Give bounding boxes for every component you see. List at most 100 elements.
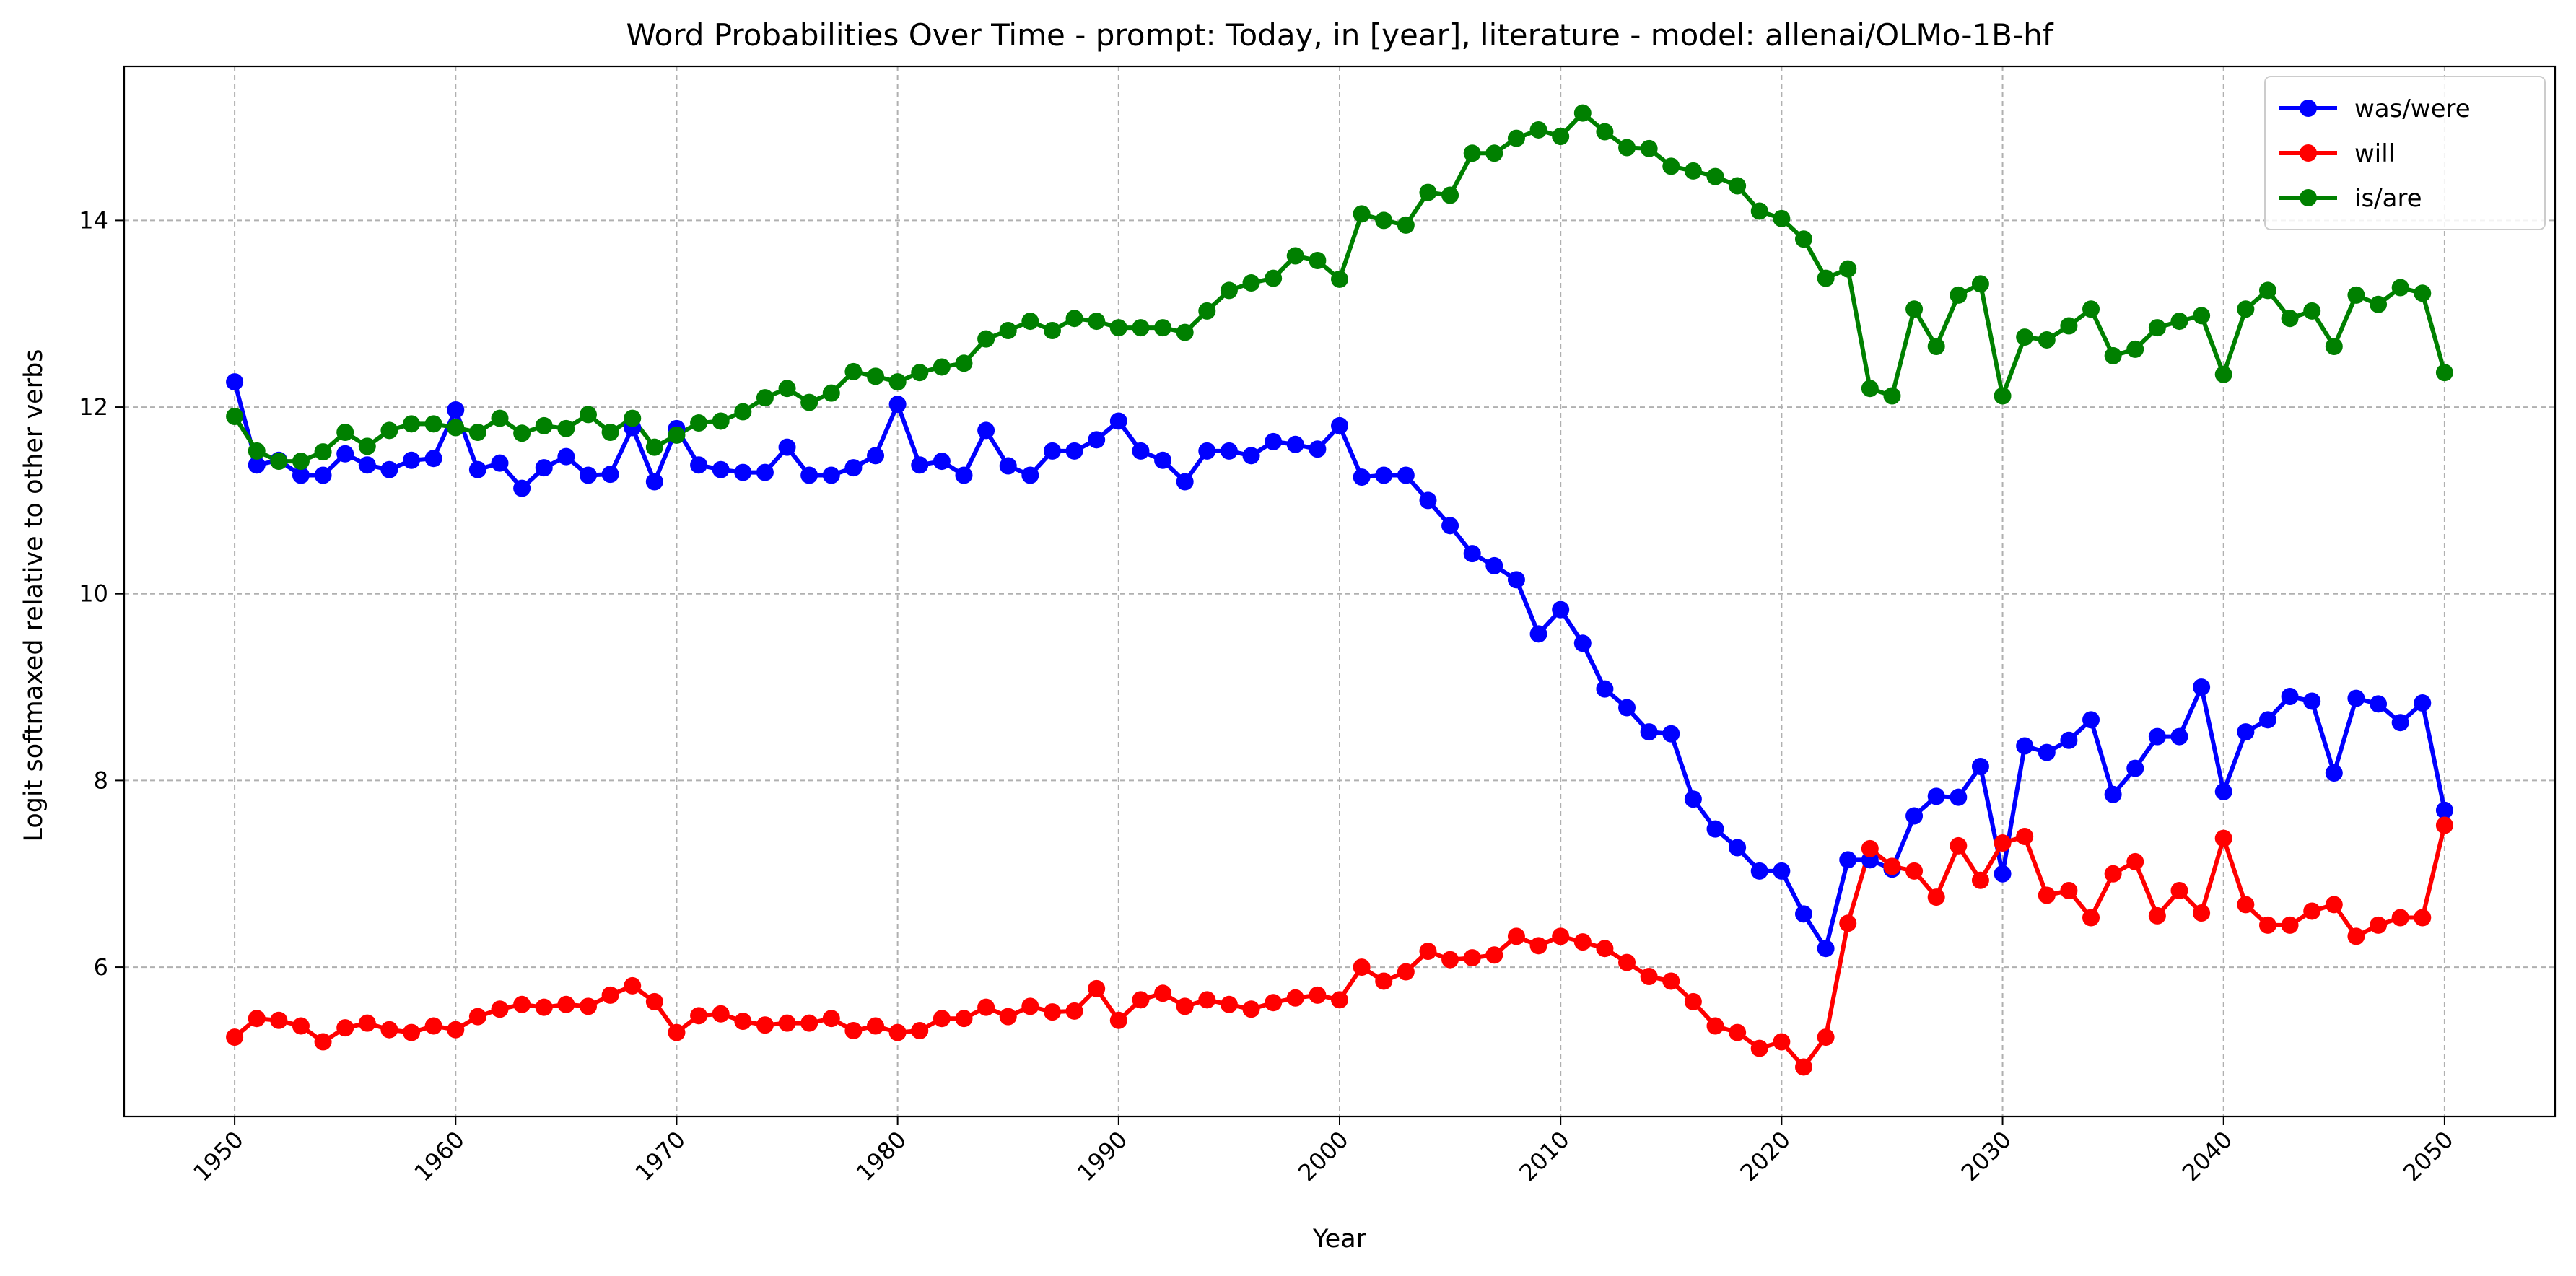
data-point-will xyxy=(2104,865,2122,883)
data-point-is-are xyxy=(314,443,332,461)
data-point-is-are xyxy=(2414,284,2432,302)
data-point-will xyxy=(2060,882,2078,900)
data-point-is-are xyxy=(468,423,486,441)
data-point-is-are xyxy=(1309,252,1327,270)
data-point-will xyxy=(1132,991,1150,1009)
data-point-is-are xyxy=(1198,302,1216,320)
data-point-is-are xyxy=(867,367,885,385)
data-point-is-are xyxy=(1220,281,1238,300)
data-point-was-were xyxy=(1839,851,1857,869)
y-tick-label: 12 xyxy=(79,393,108,421)
data-point-was-were xyxy=(1065,442,1083,460)
data-point-will xyxy=(2435,816,2453,834)
data-point-is-are xyxy=(822,384,840,402)
data-point-is-are xyxy=(2303,302,2321,320)
data-point-is-are xyxy=(270,453,288,471)
data-point-is-are xyxy=(1088,313,1106,331)
data-point-will xyxy=(867,1017,885,1035)
y-tick-label: 6 xyxy=(94,953,108,981)
data-point-was-were xyxy=(1242,447,1260,465)
data-point-will xyxy=(1419,943,1437,961)
data-point-is-are xyxy=(1994,387,2012,405)
data-point-is-are xyxy=(491,409,509,427)
data-point-is-are xyxy=(380,421,398,440)
data-point-will xyxy=(1441,951,1459,969)
data-point-was-were xyxy=(1573,634,1592,652)
y-tick-label: 8 xyxy=(94,766,108,794)
data-point-was-were xyxy=(2214,782,2232,800)
data-point-is-are xyxy=(2193,307,2211,325)
data-point-is-are xyxy=(248,442,266,460)
data-point-will xyxy=(1573,933,1592,951)
data-point-is-are xyxy=(2104,346,2122,364)
data-point-is-are xyxy=(1839,260,1857,278)
data-point-will xyxy=(778,1014,796,1032)
data-point-was-were xyxy=(888,396,907,414)
data-point-will xyxy=(1088,979,1106,997)
data-point-was-were xyxy=(601,466,619,484)
data-point-is-are xyxy=(2281,310,2299,328)
legend-box xyxy=(2264,76,2546,230)
data-point-will xyxy=(668,1023,686,1041)
data-point-was-were xyxy=(513,479,531,497)
data-point-is-are xyxy=(2370,295,2388,313)
data-point-is-are xyxy=(2435,364,2453,382)
data-point-is-are xyxy=(888,373,907,391)
data-point-was-were xyxy=(2435,801,2453,819)
data-point-will xyxy=(1485,946,1503,964)
data-point-is-are xyxy=(403,415,421,433)
data-point-was-were xyxy=(1529,625,1547,643)
data-point-is-are xyxy=(1065,310,1083,328)
data-point-will xyxy=(690,1007,708,1025)
data-point-will xyxy=(1927,888,1945,906)
data-point-was-were xyxy=(491,454,509,472)
data-point-was-were xyxy=(756,463,774,481)
data-point-was-were xyxy=(690,456,708,474)
data-point-will xyxy=(292,1017,310,1035)
data-point-is-are xyxy=(2038,331,2056,349)
data-point-was-were xyxy=(424,450,442,468)
data-point-was-were xyxy=(1706,820,1724,838)
data-point-is-are xyxy=(1529,121,1547,139)
data-point-will xyxy=(2303,902,2321,920)
legend-label-will: will xyxy=(2354,139,2395,168)
data-point-was-were xyxy=(1618,699,1636,717)
data-point-will xyxy=(844,1022,863,1040)
data-point-is-are xyxy=(1640,139,1658,157)
data-point-will xyxy=(1971,871,1989,889)
data-point-was-were xyxy=(2126,759,2144,777)
data-point-will xyxy=(2347,927,2365,945)
data-point-was-were xyxy=(1485,556,1503,574)
data-point-was-were xyxy=(2391,714,2409,732)
data-point-will xyxy=(1994,834,2012,852)
data-point-will xyxy=(1817,1028,1835,1046)
data-point-is-are xyxy=(1883,387,1901,405)
data-point-was-were xyxy=(1176,473,1194,491)
data-point-will xyxy=(1331,991,1348,1009)
data-point-was-were xyxy=(1088,431,1106,449)
data-point-is-are xyxy=(844,362,863,380)
data-point-is-are xyxy=(756,389,774,407)
data-point-is-are xyxy=(778,380,796,398)
data-point-was-were xyxy=(314,466,332,484)
data-point-is-are xyxy=(557,419,575,437)
data-point-was-were xyxy=(1463,545,1481,563)
data-point-is-are xyxy=(1950,286,1968,304)
data-point-is-are xyxy=(1927,338,1945,355)
series-points xyxy=(226,104,2453,1076)
data-point-was-were xyxy=(2060,731,2078,749)
data-point-was-were xyxy=(911,456,929,474)
data-point-is-are xyxy=(1905,300,1924,318)
data-point-was-were xyxy=(1441,517,1459,535)
data-point-will xyxy=(1375,972,1393,990)
data-point-will xyxy=(1265,994,1283,1012)
data-point-is-are xyxy=(1132,319,1150,337)
data-point-is-are xyxy=(624,409,642,427)
data-point-was-were xyxy=(1286,435,1304,453)
data-point-was-were xyxy=(1198,442,1216,460)
data-point-was-were xyxy=(645,473,663,491)
data-point-was-were xyxy=(1419,491,1437,510)
data-point-is-are xyxy=(2258,281,2276,300)
data-point-was-were xyxy=(1927,787,1945,805)
data-point-is-are xyxy=(1817,269,1835,287)
